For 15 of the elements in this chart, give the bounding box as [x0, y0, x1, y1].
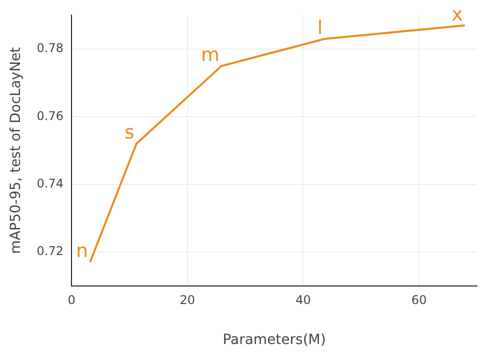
x-tick-label: 20: [180, 293, 196, 308]
y-tick-label: 0.72: [36, 244, 64, 258]
annotation: n: [76, 240, 88, 262]
annotation: l: [317, 16, 323, 39]
y-axis-title: mAP50-95, test of DocLayNet: [8, 46, 24, 254]
x-axis-title: Parameters(M): [222, 332, 326, 348]
annotation: s: [124, 122, 134, 144]
x-tick-label: 60: [411, 293, 427, 308]
x-tick-label: 40: [296, 293, 311, 308]
y-tick-label: 0.74: [36, 176, 64, 190]
x-tick-label: 0: [68, 293, 76, 308]
annotation: x: [452, 3, 463, 26]
y-tick-label: 0.78: [36, 41, 64, 56]
annotation: m: [201, 44, 220, 66]
y-tick-label: 0.76: [36, 108, 64, 123]
